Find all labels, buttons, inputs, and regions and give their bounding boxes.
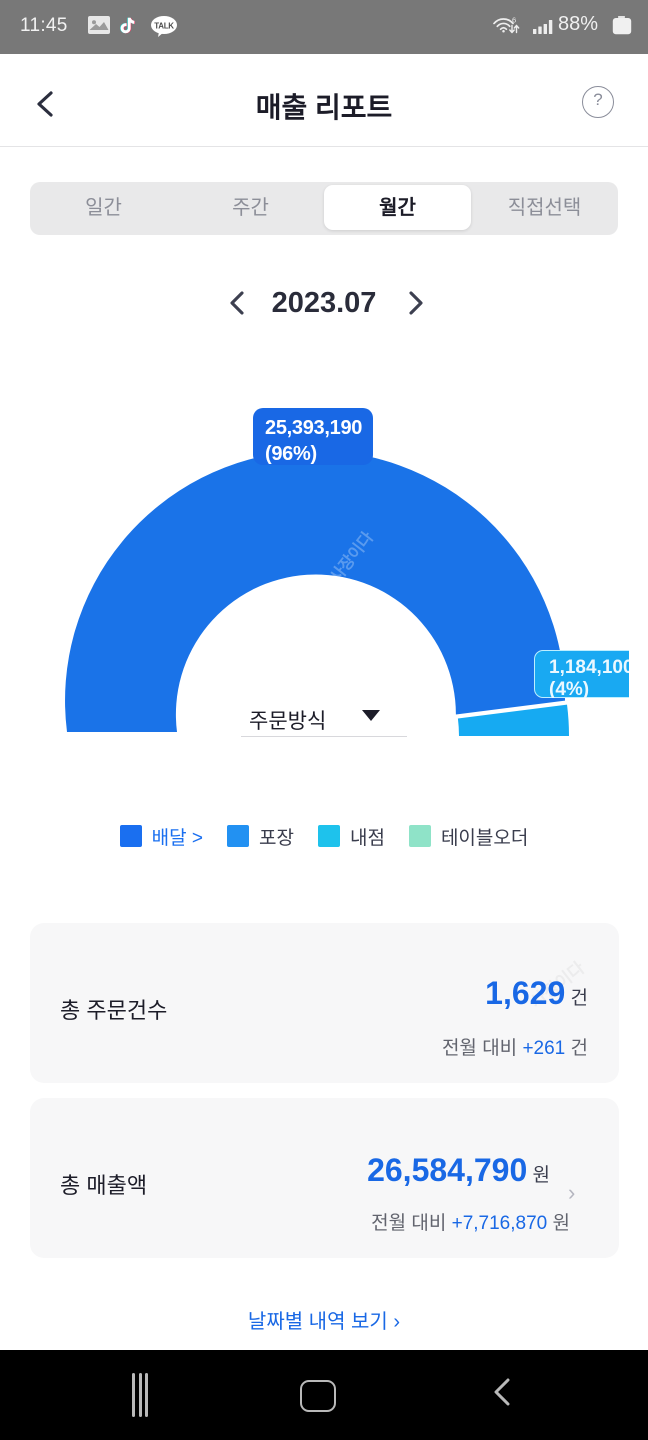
svg-text:아프니까사장이다: 아프니까사장이다 xyxy=(290,528,377,632)
svg-text:아프니까사장이다: 아프니까사장이다 xyxy=(320,653,407,757)
svg-text:6: 6 xyxy=(512,16,516,25)
svg-text:TALK: TALK xyxy=(154,21,174,30)
